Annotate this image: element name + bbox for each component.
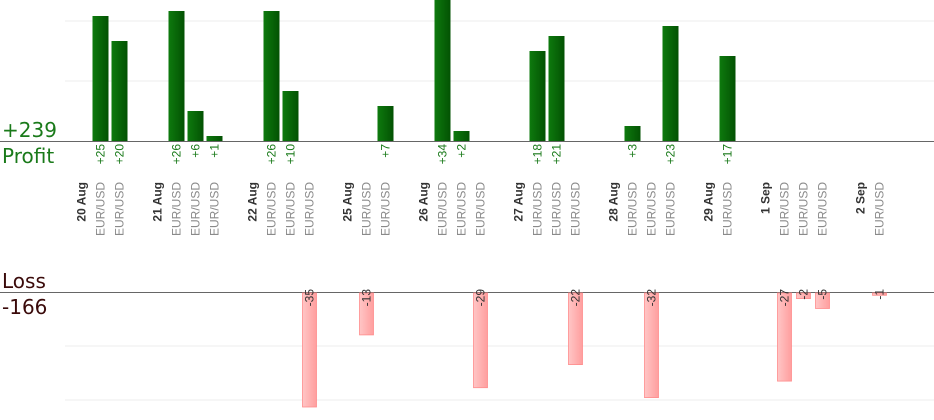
profit-bar (168, 11, 185, 141)
loss-total: -166 (2, 295, 48, 319)
profit-value-label: +10 (284, 144, 298, 165)
pair-label: EUR/USD (778, 182, 792, 236)
profit-bar (434, 0, 451, 141)
pair-label: EUR/USD (645, 182, 659, 236)
pair-label: EUR/USD (265, 182, 279, 236)
loss-bar (777, 292, 792, 382)
profit-bar (719, 56, 736, 141)
loss-value-label: -35 (303, 289, 317, 307)
loss-bar (473, 292, 488, 389)
profit-value-label: +7 (379, 144, 393, 158)
date-label: 27 Aug (512, 182, 526, 222)
loss-value-label: -2 (797, 289, 811, 300)
loss-label: Loss (2, 269, 46, 293)
profit-label: Profit (2, 144, 55, 168)
profit-value-label: +26 (265, 144, 279, 165)
pair-label: EUR/USD (189, 182, 203, 236)
profit-bar (92, 16, 109, 141)
pair-label: EUR/USD (664, 182, 678, 236)
profit-value-label: +6 (189, 144, 203, 158)
profit-value-label: +20 (113, 144, 127, 165)
loss-bar (644, 292, 659, 398)
profit-value-label: +34 (436, 144, 450, 165)
profit-bar (453, 131, 470, 141)
profit-bar (187, 111, 204, 141)
profit-value-label: +2 (455, 144, 469, 158)
pair-label: EUR/USD (94, 182, 108, 236)
profit-bar (282, 91, 299, 141)
pair-label: EUR/USD (208, 182, 222, 236)
date-label: 1 Sep (759, 182, 773, 214)
loss-bar (872, 292, 887, 296)
date-label: 2 Sep (854, 182, 868, 214)
loss-bar (359, 292, 374, 336)
loss-bar (796, 292, 811, 299)
pair-label: EUR/USD (113, 182, 127, 236)
profit-value-label: +26 (170, 144, 184, 165)
loss-value-label: -5 (816, 289, 830, 300)
pair-label: EUR/USD (455, 182, 469, 236)
profit-value-label: +17 (721, 144, 735, 165)
pair-label: EUR/USD (170, 182, 184, 236)
profit-total: +239 (2, 118, 57, 142)
loss-value-label: -13 (360, 289, 374, 307)
profit-bar (624, 126, 641, 141)
pair-label: EUR/USD (550, 182, 564, 236)
profit-value-label: +1 (208, 144, 222, 158)
profit-bar (206, 136, 223, 141)
pair-label: EUR/USD (569, 182, 583, 236)
profit-value-label: +3 (626, 144, 640, 158)
pair-label: EUR/USD (531, 182, 545, 236)
pair-label: EUR/USD (721, 182, 735, 236)
profit-bar (263, 11, 280, 141)
pair-label: EUR/USD (474, 182, 488, 236)
pair-label: EUR/USD (816, 182, 830, 236)
loss-value-label: -22 (569, 289, 583, 307)
loss-value-label: -27 (778, 289, 792, 307)
profit-value-label: +25 (94, 144, 108, 165)
pair-label: EUR/USD (303, 182, 317, 236)
loss-value-label: -29 (474, 289, 488, 307)
date-label: 21 Aug (151, 182, 165, 222)
pair-label: EUR/USD (379, 182, 393, 236)
profit-bar (111, 41, 128, 141)
loss-bar (302, 292, 317, 408)
profit-bar (662, 26, 679, 141)
profit-bar (377, 106, 394, 141)
loss-bar (815, 292, 830, 309)
profit-value-label: +18 (531, 144, 545, 165)
date-label: 20 Aug (75, 182, 89, 222)
date-label: 25 Aug (341, 182, 355, 222)
date-label: 28 Aug (607, 182, 621, 222)
pair-label: EUR/USD (284, 182, 298, 236)
loss-bar (568, 292, 583, 365)
profit-value-label: +21 (550, 144, 564, 165)
date-label: 22 Aug (246, 182, 260, 222)
date-label: 26 Aug (417, 182, 431, 222)
loss-value-label: -32 (645, 289, 659, 307)
profit-bar (548, 36, 565, 141)
loss-value-label: -1 (873, 289, 887, 300)
pair-label: EUR/USD (360, 182, 374, 236)
profit-bar (529, 51, 546, 141)
pair-label: EUR/USD (436, 182, 450, 236)
pair-label: EUR/USD (873, 182, 887, 236)
pair-label: EUR/USD (626, 182, 640, 236)
date-label: 29 Aug (702, 182, 716, 222)
pair-label: EUR/USD (797, 182, 811, 236)
profit-value-label: +23 (664, 144, 678, 165)
